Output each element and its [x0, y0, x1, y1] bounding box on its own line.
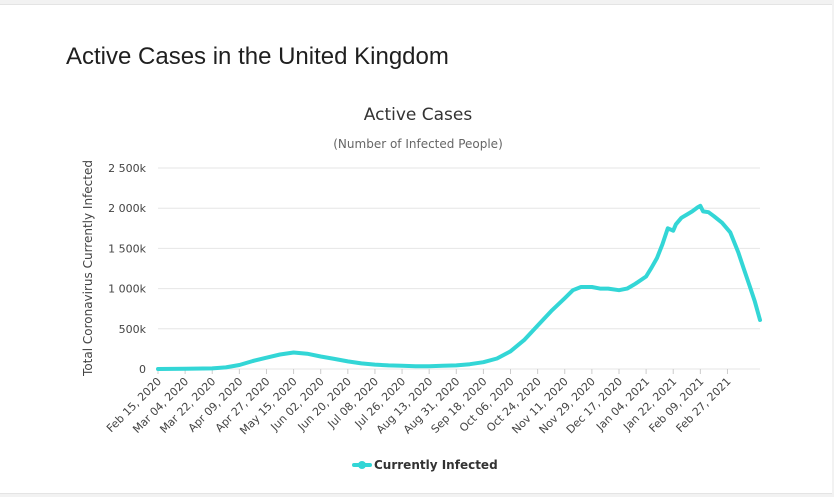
y-tick-label: 0 [139, 363, 146, 376]
chart-title: Active Cases [364, 105, 473, 125]
page-title: Active Cases in the United Kingdom [66, 43, 449, 70]
chart-subtitle: (Number of Infected People) [333, 137, 503, 151]
y-tick-label: 2 000k [108, 202, 146, 215]
y-tick-label: 2 500k [108, 162, 146, 175]
y-tick-label: 1 000k [108, 283, 146, 296]
legend-label[interactable]: Currently Infected [374, 458, 498, 472]
y-tick-label: 1 500k [108, 242, 146, 255]
y-axis-title: Total Coronavirus Currently Infected [81, 160, 95, 377]
y-axis-ticks: 0 500k 1 000k 1 500k 2 000k 2 500k [108, 162, 146, 376]
series-line-currently-infected[interactable] [156, 203, 762, 371]
legend-marker [358, 461, 366, 469]
grid-lines [158, 167, 760, 370]
chart-card: Active Cases in the United Kingdom [0, 4, 832, 494]
y-tick-label: 500k [119, 323, 147, 336]
series-layer [156, 203, 762, 371]
legend[interactable]: Currently Infected [352, 458, 498, 472]
